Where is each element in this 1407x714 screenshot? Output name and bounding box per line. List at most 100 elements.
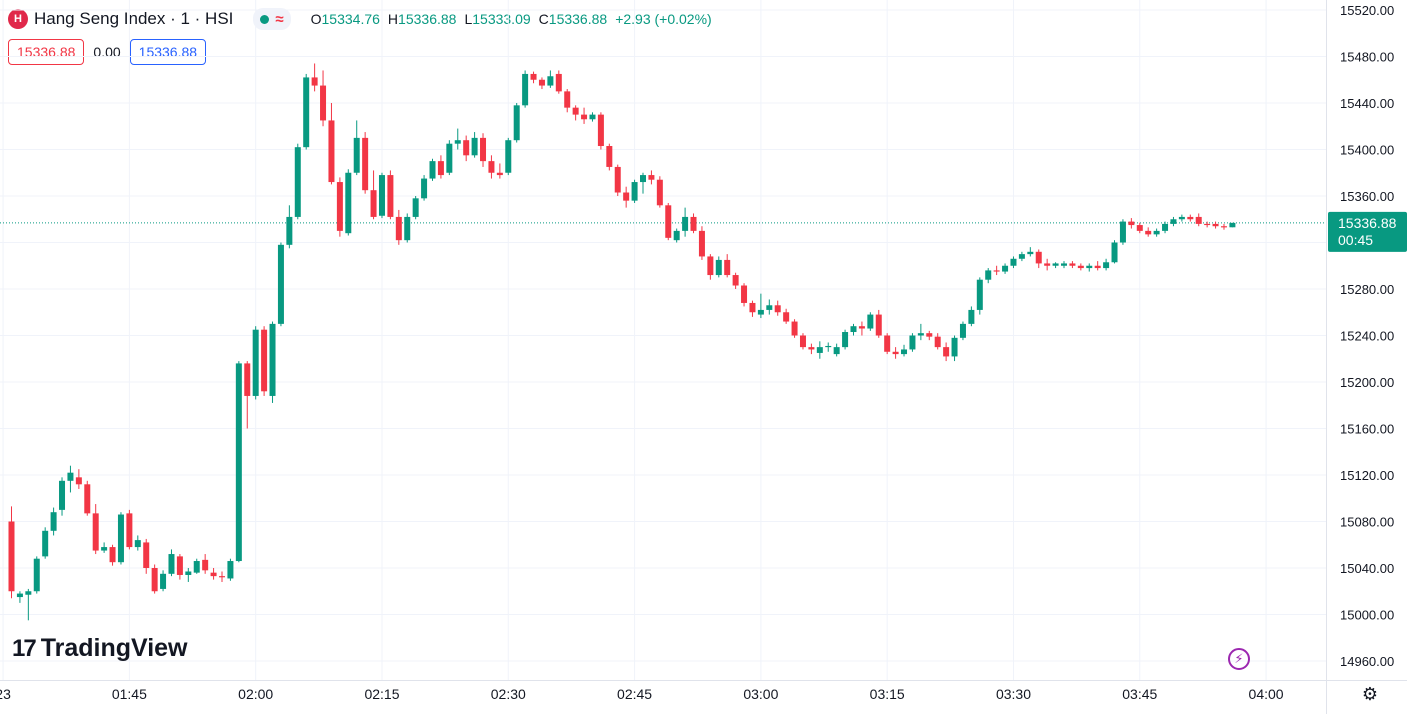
candle-body[interactable] xyxy=(917,333,924,336)
candle-body[interactable] xyxy=(1052,263,1059,266)
candle-body[interactable] xyxy=(286,216,293,245)
candle-body[interactable] xyxy=(151,568,158,592)
candle-body[interactable] xyxy=(16,593,23,598)
candle-body[interactable] xyxy=(623,192,630,201)
candle-body[interactable] xyxy=(50,512,57,531)
candle-body[interactable] xyxy=(538,79,545,86)
candle-body[interactable] xyxy=(564,91,571,108)
candle-body[interactable] xyxy=(1010,258,1017,266)
candle-body[interactable] xyxy=(757,309,764,315)
candle-body[interactable] xyxy=(117,514,124,563)
candle-body[interactable] xyxy=(193,561,200,573)
market-status-pill[interactable]: ≈ xyxy=(253,8,291,30)
candle-body[interactable] xyxy=(774,305,781,313)
candle-body[interactable] xyxy=(488,161,495,173)
candle-body[interactable] xyxy=(656,179,663,206)
candle-body[interactable] xyxy=(1119,221,1126,243)
candle-body[interactable] xyxy=(766,305,773,310)
candle-body[interactable] xyxy=(1195,216,1202,224)
candle-body[interactable] xyxy=(421,178,428,199)
candle-body[interactable] xyxy=(513,105,520,141)
candle-body[interactable] xyxy=(943,347,950,357)
candle-body[interactable] xyxy=(926,333,933,337)
candle-body[interactable] xyxy=(631,182,638,201)
candle-body[interactable] xyxy=(168,554,175,574)
candle-body[interactable] xyxy=(1002,265,1009,272)
candle-body[interactable] xyxy=(370,190,377,217)
candle-body[interactable] xyxy=(1061,263,1067,266)
candle-body[interactable] xyxy=(185,571,192,575)
candle-body[interactable] xyxy=(530,73,537,80)
candle-body[interactable] xyxy=(909,335,916,350)
candle-body[interactable] xyxy=(109,547,116,563)
candle-body[interactable] xyxy=(378,175,385,216)
candle-body[interactable] xyxy=(446,143,453,173)
candle-body[interactable] xyxy=(210,572,217,577)
candle-body[interactable] xyxy=(993,270,1000,272)
candle-body[interactable] xyxy=(1153,230,1160,235)
candle-body[interactable] xyxy=(959,323,966,338)
candle-body[interactable] xyxy=(597,114,604,147)
candle-body[interactable] xyxy=(244,363,251,396)
candle-body[interactable] xyxy=(665,205,672,238)
candle-body[interactable] xyxy=(707,256,714,276)
candle-body[interactable] xyxy=(816,347,823,353)
candle-body[interactable] xyxy=(901,349,908,355)
candle-body[interactable] xyxy=(1170,219,1177,224)
candle-body[interactable] xyxy=(160,573,167,589)
candle-body[interactable] xyxy=(1027,251,1034,255)
candle-body[interactable] xyxy=(42,530,49,557)
candle-body[interactable] xyxy=(640,175,646,183)
candle-body[interactable] xyxy=(732,275,739,286)
candle-body[interactable] xyxy=(1094,265,1101,269)
candle-body[interactable] xyxy=(362,137,369,191)
candle-body[interactable] xyxy=(176,556,183,575)
candle-body[interactable] xyxy=(471,137,478,156)
candle-body[interactable] xyxy=(648,175,655,180)
candle-body[interactable] xyxy=(303,77,310,148)
candle-body[interactable] xyxy=(345,172,352,234)
settings-gear-icon[interactable]: ⚙ xyxy=(1361,683,1379,704)
candle-body[interactable] xyxy=(867,314,874,329)
candle-body[interactable] xyxy=(1044,263,1051,266)
candle-body[interactable] xyxy=(84,484,91,514)
candle-body[interactable] xyxy=(884,335,891,352)
candle-body[interactable] xyxy=(75,477,82,485)
candle-body[interactable] xyxy=(143,542,150,568)
candle-body[interactable] xyxy=(581,114,588,120)
candle-body[interactable] xyxy=(404,216,411,241)
candle-body[interactable] xyxy=(985,270,992,280)
candle-body[interactable] xyxy=(1111,242,1118,263)
candle-body[interactable] xyxy=(1077,265,1084,269)
candle-body[interactable] xyxy=(842,332,849,348)
candle-body[interactable] xyxy=(505,140,512,173)
candle-body[interactable] xyxy=(1103,262,1110,269)
candle-body[interactable] xyxy=(1212,223,1219,227)
candle-body[interactable] xyxy=(429,161,436,179)
candle-body[interactable] xyxy=(808,347,815,350)
candle-body[interactable] xyxy=(741,285,748,303)
candle-body[interactable] xyxy=(1086,265,1093,269)
candle-body[interactable] xyxy=(614,166,621,193)
candle-body[interactable] xyxy=(976,279,983,310)
candle-body[interactable] xyxy=(480,137,487,162)
candle-body[interactable] xyxy=(749,302,756,313)
candle-body[interactable] xyxy=(8,521,15,592)
candle-body[interactable] xyxy=(934,336,941,348)
candle-body[interactable] xyxy=(555,73,562,92)
candle-body[interactable] xyxy=(59,480,66,510)
candle-body[interactable] xyxy=(791,321,798,336)
candle-body[interactable] xyxy=(126,513,133,548)
candle-body[interactable] xyxy=(269,323,276,396)
candle-body[interactable] xyxy=(1145,230,1152,235)
candle-body[interactable] xyxy=(875,314,882,336)
candle-body[interactable] xyxy=(261,329,268,392)
candle-body[interactable] xyxy=(968,309,975,324)
candle-body[interactable] xyxy=(101,547,108,551)
candle-body[interactable] xyxy=(1136,225,1143,231)
candle-body[interactable] xyxy=(1128,221,1135,226)
candle-body[interactable] xyxy=(412,198,419,217)
candle-body[interactable] xyxy=(783,312,790,322)
candle-body[interactable] xyxy=(825,345,832,348)
